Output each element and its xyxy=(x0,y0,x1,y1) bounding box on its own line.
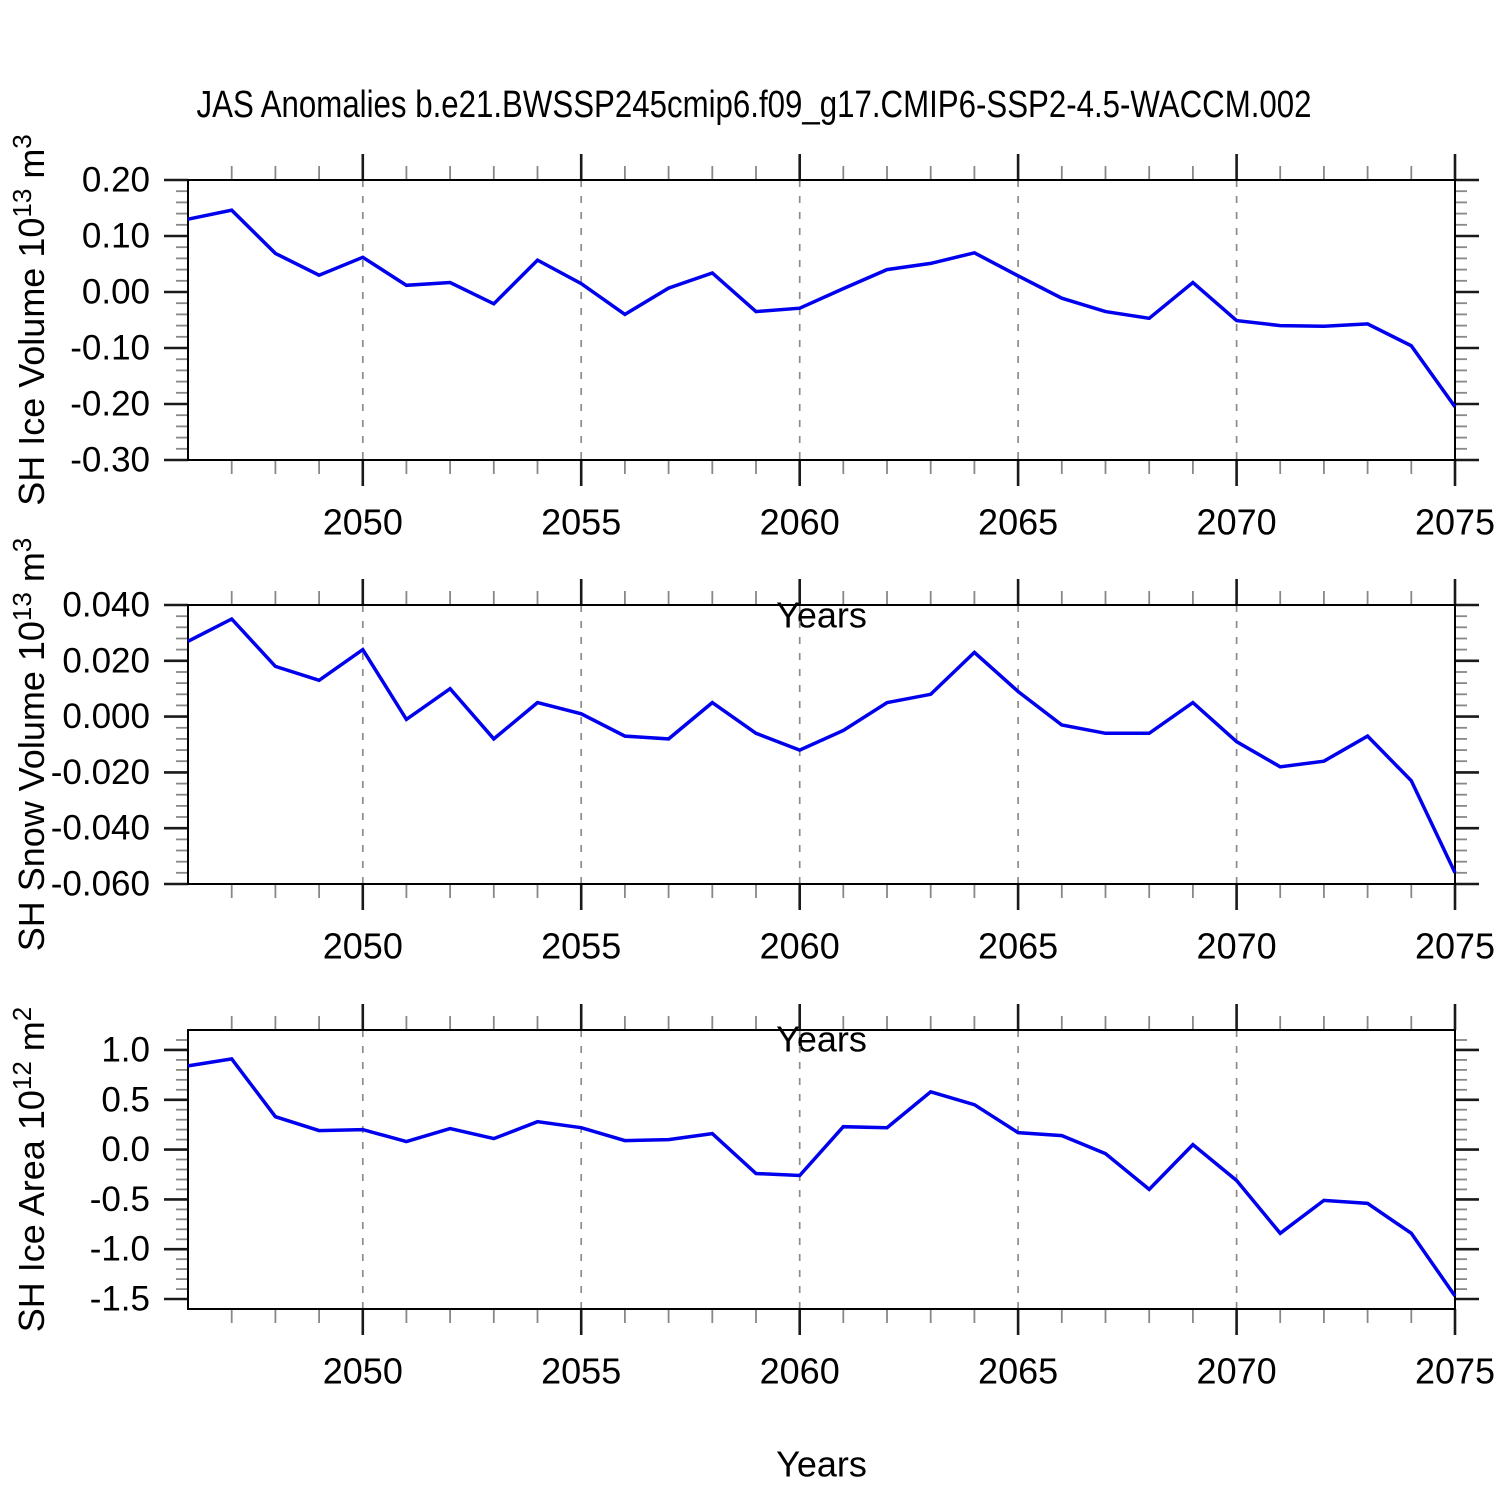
y-tick-label: 0.10 xyxy=(82,217,150,256)
x-tick-label: 2070 xyxy=(1197,1351,1277,1392)
axis-box xyxy=(187,604,1456,885)
chart-title: JAS Anomalies b.e21.BWSSP245cmip6.f09_g1… xyxy=(197,84,1312,126)
axis-box xyxy=(187,1029,1456,1310)
x-tick-label: 2050 xyxy=(323,502,403,543)
x-tick-label: 2060 xyxy=(760,926,840,967)
y-tick-label: -0.30 xyxy=(70,441,150,480)
y-axis-title: SH Snow Volume 1013 m3 xyxy=(7,538,52,952)
x-tick-label: 2075 xyxy=(1415,1351,1495,1392)
x-tick-label: 2055 xyxy=(541,1351,621,1392)
y-tick-label: 0.000 xyxy=(62,697,150,736)
x-tick-label: 2060 xyxy=(760,502,840,543)
x-tick-label: 2050 xyxy=(323,1351,403,1392)
y-tick-label: 0.0 xyxy=(101,1130,150,1169)
y-tick-label: 1.0 xyxy=(101,1030,150,1069)
x-tick-label: 2075 xyxy=(1415,502,1495,543)
x-tick-label: 2065 xyxy=(978,502,1058,543)
y-tick-label: -0.5 xyxy=(90,1180,150,1219)
y-tick-label: -0.060 xyxy=(51,865,150,904)
y-axis-title: SH Ice Area 1012 m2 xyxy=(7,1007,52,1333)
x-tick-label: 2070 xyxy=(1197,926,1277,967)
x-tick-label: 2055 xyxy=(541,502,621,543)
series-line xyxy=(187,1057,1457,1298)
y-tick-label: 0.00 xyxy=(82,273,150,312)
y-tick-label: -0.10 xyxy=(70,329,150,368)
panels-group: 2050 2055 2060 2065 2070 2075 0.20 0.10 0.00 -0.1… xyxy=(7,134,1495,1484)
y-axis-title: SH Ice Volume 1013 m3 xyxy=(7,134,52,506)
x-axis-title: Years xyxy=(776,1019,867,1060)
y-tick-label: 0.020 xyxy=(62,641,150,680)
x-tick-label: 2050 xyxy=(323,926,403,967)
y-tick-label: -0.20 xyxy=(70,385,150,424)
x-tick-label: 2070 xyxy=(1197,502,1277,543)
y-tick-label: -0.040 xyxy=(51,809,150,848)
axis-box xyxy=(187,179,1456,461)
series-line xyxy=(187,616,1457,874)
y-tick-label: -1.0 xyxy=(90,1230,150,1269)
x-tick-label: 2075 xyxy=(1415,926,1495,967)
x-tick-label: 2065 xyxy=(978,1351,1058,1392)
y-tick-label: -1.5 xyxy=(90,1280,150,1319)
x-tick-label: 2055 xyxy=(541,926,621,967)
y-tick-label: -0.020 xyxy=(51,753,150,792)
y-tick-label: 0.5 xyxy=(101,1080,150,1119)
x-tick-label: 2060 xyxy=(760,1351,840,1392)
y-tick-label: 0.040 xyxy=(62,586,150,625)
x-axis-title: Years xyxy=(776,595,867,636)
series-line xyxy=(187,208,1457,408)
x-axis-title: Years xyxy=(776,1444,867,1485)
y-tick-label: 0.20 xyxy=(82,161,150,200)
x-tick-label: 2065 xyxy=(978,926,1058,967)
